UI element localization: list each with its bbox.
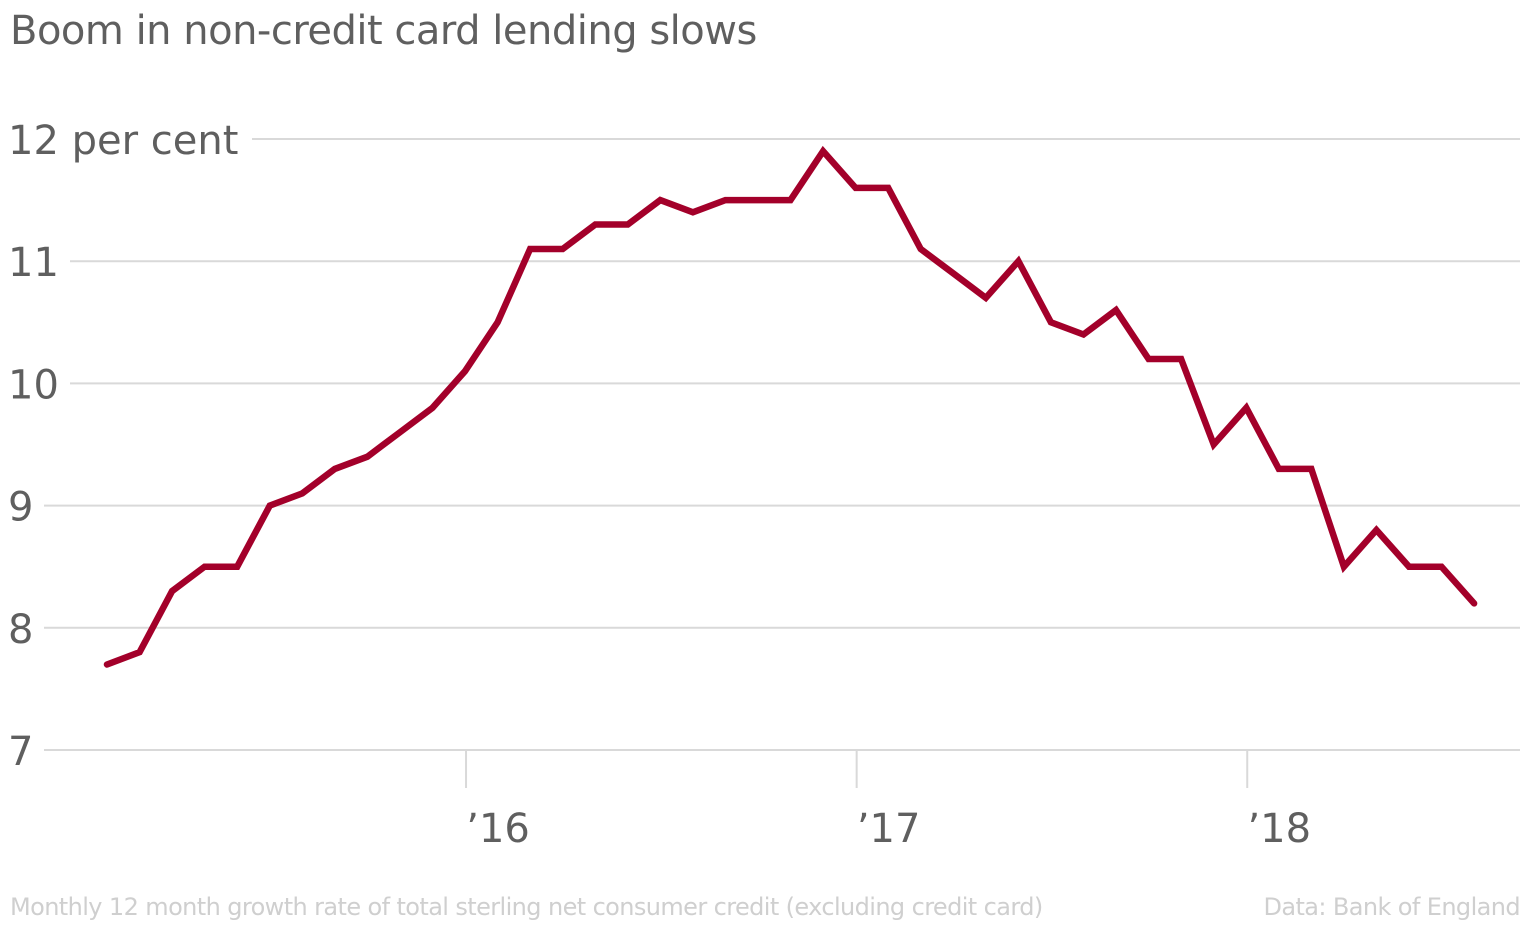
x-tick-label: ’16: [466, 806, 530, 852]
x-tick-label: ’17: [857, 806, 921, 852]
y-tick-label: 7: [8, 729, 33, 775]
chart-description: Monthly 12 month growth rate of total st…: [10, 893, 1043, 921]
gridlines: [44, 138, 1520, 751]
chart-title: Boom in non-credit card lending slows: [10, 8, 757, 54]
x-axis: ’16 ’17 ’18: [465, 751, 1311, 852]
y-tick-label: 11: [8, 240, 59, 286]
y-tick-label: 8: [8, 607, 33, 653]
x-tick-label: ’18: [1247, 806, 1311, 852]
y-tick-label: 10: [8, 362, 59, 408]
data-line: [103, 145, 1478, 668]
y-tick-label: 9: [8, 485, 33, 531]
y-tick-label: 12 per cent: [8, 118, 238, 164]
y-axis: 7 8 9 10 11 12 per cent: [8, 118, 238, 775]
line-chart: 7 8 9 10 11 12 per cent ’16 ’17 ’18: [8, 118, 1520, 852]
data-source: Data: Bank of England: [1263, 893, 1520, 921]
